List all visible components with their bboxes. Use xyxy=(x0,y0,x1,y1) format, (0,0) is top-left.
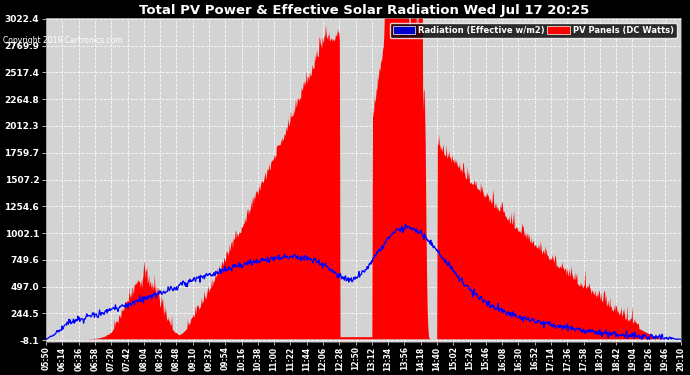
Text: Copyright 2019 Cartronics.com: Copyright 2019 Cartronics.com xyxy=(3,36,123,45)
Title: Total PV Power & Effective Solar Radiation Wed Jul 17 20:25: Total PV Power & Effective Solar Radiati… xyxy=(139,4,589,17)
Legend: Radiation (Effective w/m2), PV Panels (DC Watts): Radiation (Effective w/m2), PV Panels (D… xyxy=(390,23,677,38)
